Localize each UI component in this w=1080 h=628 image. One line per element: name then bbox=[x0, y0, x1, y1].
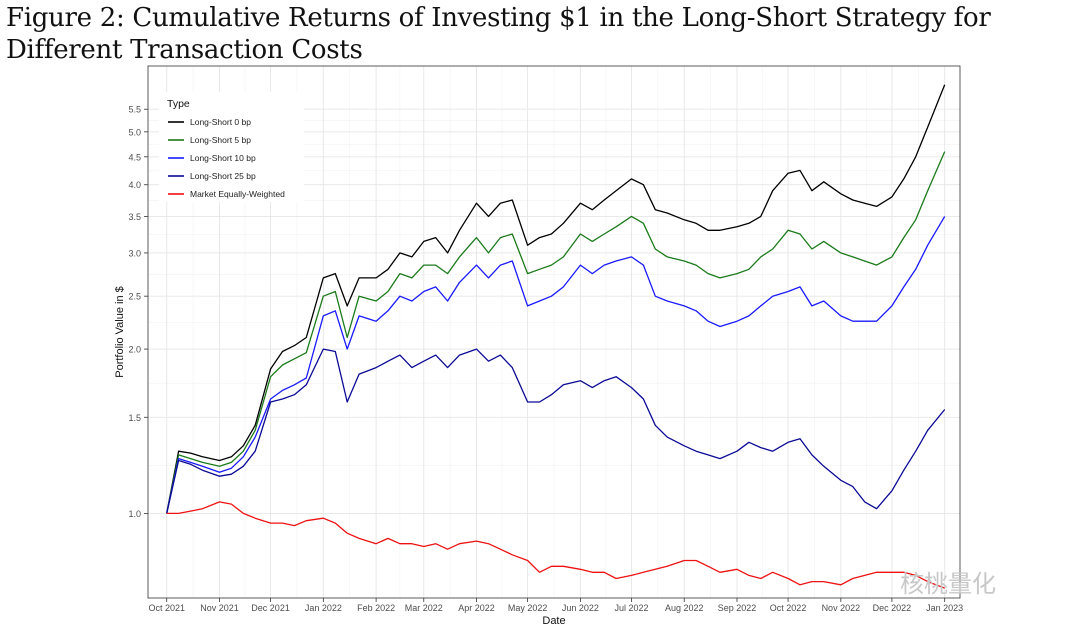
y-tick-label: 3.5 bbox=[128, 212, 141, 222]
x-tick-label: Feb 2022 bbox=[357, 603, 395, 613]
x-tick-label: Jan 2022 bbox=[305, 603, 342, 613]
legend-label-market-equally-weighted: Market Equally-Weighted bbox=[190, 189, 285, 199]
x-tick-label: Aug 2022 bbox=[665, 603, 704, 613]
y-axis-title: Portfolio Value in $ bbox=[114, 286, 126, 378]
legend-box bbox=[159, 92, 304, 202]
y-tick-label: 2.0 bbox=[128, 345, 141, 355]
x-tick-label: Nov 2022 bbox=[822, 603, 861, 613]
y-tick-label: 2.5 bbox=[128, 292, 141, 302]
y-tick-label: 5.5 bbox=[128, 105, 141, 115]
y-tick-label: 4.0 bbox=[128, 180, 141, 190]
legend-label-long-short-25-bp: Long-Short 25 bp bbox=[190, 171, 256, 181]
plot-border bbox=[147, 65, 961, 599]
y-tick-label: 3.0 bbox=[128, 248, 141, 258]
x-tick-label: Jun 2022 bbox=[562, 603, 599, 613]
legend-title: Type bbox=[167, 98, 190, 110]
figure-caption: Figure 2: Cumulative Returns of Investin… bbox=[6, 3, 991, 65]
series-line-market-equally-weighted bbox=[166, 501, 945, 589]
y-tick-label: 5.0 bbox=[128, 127, 141, 137]
x-tick-label: Mar 2022 bbox=[405, 603, 443, 613]
x-tick-label: Apr 2022 bbox=[458, 603, 495, 613]
x-tick-label: Jul 2022 bbox=[614, 603, 648, 613]
y-tick-label: 4.5 bbox=[128, 152, 141, 162]
x-tick-label: Dec 2021 bbox=[251, 603, 290, 613]
series-line-long-short-10-bp bbox=[166, 216, 946, 514]
watermark: 核桃量化 bbox=[900, 570, 996, 598]
x-tick-label: May 2022 bbox=[508, 603, 548, 613]
legend-label-long-short-10-bp: Long-Short 10 bp bbox=[190, 153, 256, 163]
x-axis-title: Date bbox=[542, 615, 565, 627]
x-tick-label: Dec 2022 bbox=[873, 603, 912, 613]
legend-label-long-short-5-bp: Long-Short 5 bp bbox=[190, 135, 251, 145]
series-line-long-short-25-bp bbox=[166, 348, 946, 514]
x-tick-label: Oct 2022 bbox=[770, 603, 807, 613]
x-tick-label: Nov 2021 bbox=[200, 603, 239, 613]
y-tick-label: 1.5 bbox=[128, 413, 141, 423]
x-tick-label: Jan 2023 bbox=[926, 603, 963, 613]
y-tick-label: 1.0 bbox=[128, 509, 141, 519]
x-tick-label: Oct 2021 bbox=[148, 603, 185, 613]
x-tick-label: Sep 2022 bbox=[718, 603, 757, 613]
series-line-long-short-5-bp bbox=[166, 151, 946, 514]
series-line-long-short-0-bp bbox=[166, 84, 946, 514]
legend-label-long-short-0-bp: Long-Short 0 bp bbox=[190, 117, 251, 127]
